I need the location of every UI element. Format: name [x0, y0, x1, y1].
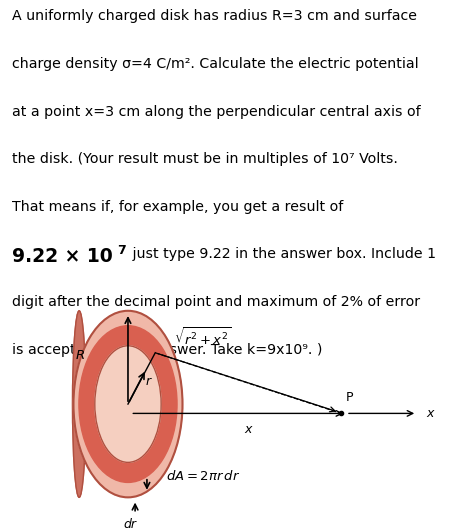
Text: the disk. (Your result must be in multiples of 10⁷ Volts.: the disk. (Your result must be in multip…: [12, 152, 398, 166]
Ellipse shape: [95, 346, 161, 462]
Text: 7: 7: [118, 244, 126, 258]
Text: dr: dr: [124, 518, 137, 530]
Text: $\sqrt{r^2+x^2}$: $\sqrt{r^2+x^2}$: [174, 327, 231, 348]
Text: is accepted in your answer. Take k=9x10⁹. ): is accepted in your answer. Take k=9x10⁹…: [12, 343, 322, 357]
Text: just type 9.22 in the answer box. Include 1: just type 9.22 in the answer box. Includ…: [128, 248, 436, 261]
Text: r: r: [146, 375, 151, 388]
Text: $dA = 2\pi r\,dr$: $dA = 2\pi r\,dr$: [166, 470, 240, 483]
Text: That means if, for example, you get a result of: That means if, for example, you get a re…: [12, 200, 343, 214]
Text: charge density σ=4 C/m². Calculate the electric potential: charge density σ=4 C/m². Calculate the e…: [12, 57, 419, 71]
Text: digit after the decimal point and maximum of 2% of error: digit after the decimal point and maximu…: [12, 295, 420, 309]
Ellipse shape: [73, 311, 86, 497]
Text: P: P: [346, 391, 354, 404]
Text: A uniformly charged disk has radius R=3 cm and surface: A uniformly charged disk has radius R=3 …: [12, 9, 417, 23]
Text: R: R: [76, 349, 85, 362]
Text: 9.22 × 10: 9.22 × 10: [12, 248, 113, 267]
Text: x: x: [244, 423, 251, 436]
Ellipse shape: [79, 326, 177, 482]
Text: x: x: [427, 407, 434, 420]
Ellipse shape: [73, 311, 182, 497]
Text: at a point x=3 cm along the perpendicular central axis of: at a point x=3 cm along the perpendicula…: [12, 104, 420, 119]
